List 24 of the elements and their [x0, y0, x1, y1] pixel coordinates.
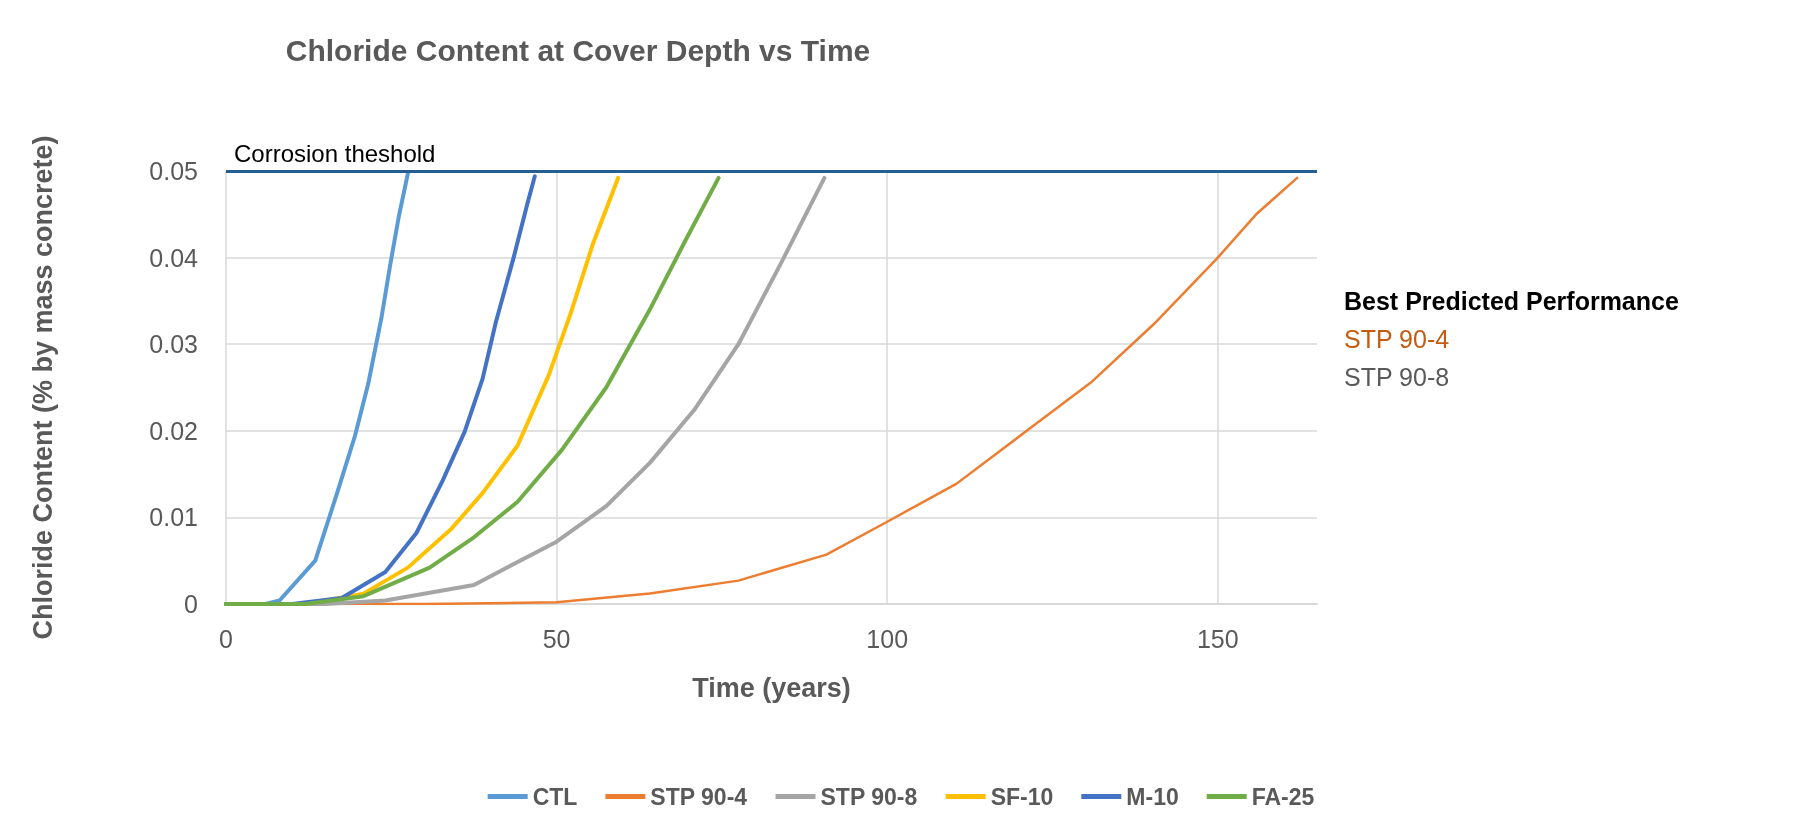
- y-tick-label: 0.04: [149, 243, 199, 272]
- text: Best Predicted Performance: [1344, 286, 1679, 315]
- text: STP 90-8: [1344, 362, 1450, 391]
- y-tick-label: 0.05: [149, 157, 198, 185]
- y-tick-label: 0.02: [149, 416, 198, 445]
- y-axis-title: Chloride Content (% by mass concrete): [27, 135, 58, 640]
- line-series: [224, 175, 721, 606]
- legend-label: STP 90-4: [650, 783, 748, 810]
- y-tick-label: 0: [184, 590, 198, 618]
- legend-label: STP 90-8: [820, 783, 918, 810]
- x-tick-label: 50: [542, 624, 571, 653]
- y-tick-label: 0.01: [149, 503, 198, 532]
- legend-label: FA-25: [1251, 783, 1315, 810]
- x-tick-label: 150: [1196, 624, 1239, 653]
- legend-label: M-10: [1126, 783, 1179, 810]
- legend-label: CTL: [532, 783, 578, 810]
- legend-label: SF-10: [990, 783, 1054, 810]
- y-tick-label: 0.03: [149, 330, 198, 359]
- x-tick-label: 100: [866, 624, 909, 653]
- chart-title: Chloride Content at Cover Depth vs Time: [285, 33, 871, 67]
- x-axis-title: Time (years): [692, 672, 851, 703]
- ref-line-label: Corrosion theshold: [234, 139, 436, 167]
- x-tick-label: 0: [219, 624, 233, 653]
- text: STP 90-4: [1344, 324, 1450, 353]
